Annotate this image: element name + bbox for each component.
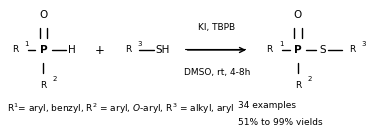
Text: R$^1$= aryl, benzyl, R$^2$ = aryl, $\mathit{O}$-aryl, R$^3$ = alkyl, aryl: R$^1$= aryl, benzyl, R$^2$ = aryl, $\mat… — [7, 102, 234, 116]
Text: S: S — [319, 45, 326, 55]
Text: SH: SH — [155, 45, 169, 55]
Text: KI, TBPB: KI, TBPB — [198, 23, 235, 32]
Text: 3: 3 — [138, 41, 142, 47]
Text: 1: 1 — [279, 41, 284, 47]
Text: +: + — [95, 44, 105, 57]
Text: 2: 2 — [53, 76, 57, 82]
Text: 51% to 99% yields: 51% to 99% yields — [238, 118, 322, 125]
Text: P: P — [40, 45, 47, 55]
Text: H: H — [68, 45, 75, 55]
Text: R: R — [125, 46, 131, 54]
Text: P: P — [294, 45, 302, 55]
Text: R: R — [267, 46, 273, 54]
Text: R: R — [349, 46, 356, 54]
Text: 2: 2 — [307, 76, 312, 82]
Text: 3: 3 — [362, 41, 366, 47]
Text: O: O — [294, 10, 302, 20]
Text: 34 examples: 34 examples — [238, 100, 296, 110]
Text: DMSO, rt, 4-8h: DMSO, rt, 4-8h — [184, 68, 250, 77]
Text: R: R — [295, 80, 301, 90]
Text: 1: 1 — [25, 41, 29, 47]
Text: O: O — [39, 10, 48, 20]
Text: R: R — [40, 80, 46, 90]
Text: R: R — [12, 46, 18, 54]
